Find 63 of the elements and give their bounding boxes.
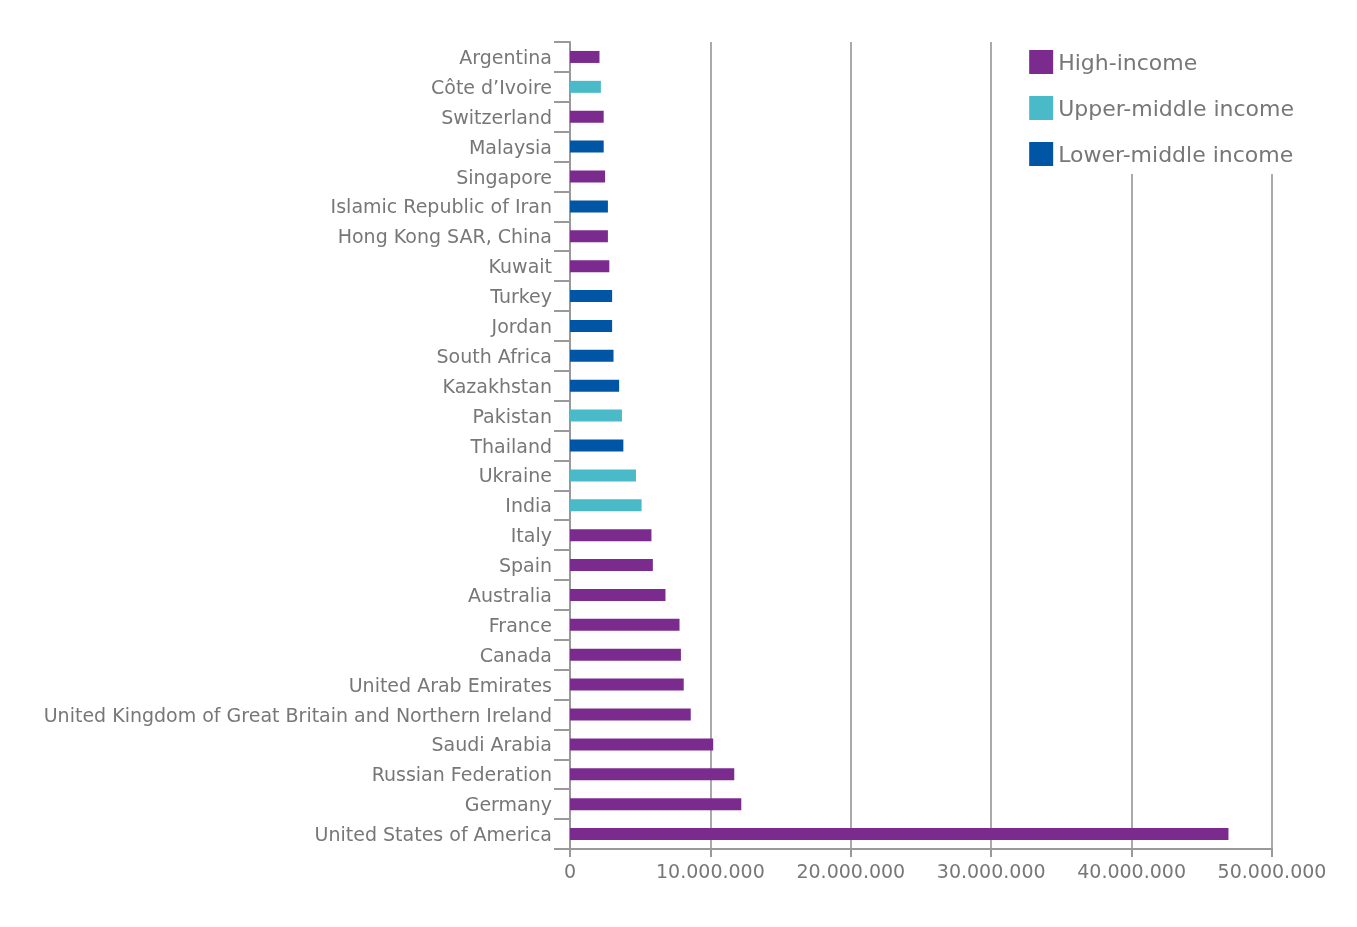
y-tick-label: Italy	[510, 524, 552, 547]
bar	[570, 200, 608, 213]
bar	[570, 678, 684, 691]
y-tick-label: Australia	[467, 583, 552, 606]
bar	[570, 828, 1229, 841]
bar	[570, 290, 613, 303]
y-tick-label: Thailand	[469, 434, 552, 457]
bar	[570, 618, 680, 631]
bar	[570, 499, 642, 512]
y-tick-label: Canada	[479, 643, 552, 666]
y-tick-label: Russian Federation	[371, 763, 552, 786]
x-tick-label: 30.000.000	[936, 859, 1046, 882]
legend-label: Upper-middle income	[1058, 95, 1295, 121]
y-tick-label: Hong Kong SAR, China	[337, 225, 552, 248]
y-tick-label: Turkey	[489, 285, 552, 308]
y-tick-label: Côte d’Ivoire	[430, 75, 552, 98]
bar	[570, 110, 604, 123]
y-tick-label: United States of America	[314, 823, 552, 846]
bar	[570, 379, 620, 392]
bar	[570, 529, 652, 542]
x-tick-label: 40.000.000	[1077, 859, 1186, 882]
y-tick-label: Germany	[464, 793, 552, 816]
x-tick-label: 10.000.000	[656, 859, 765, 882]
bar	[570, 170, 606, 183]
bar	[570, 409, 622, 422]
y-tick-label: United Arab Emirates	[348, 673, 552, 696]
y-tick-label: Jordan	[490, 314, 552, 337]
legend-label: High-income	[1058, 49, 1198, 75]
bar	[570, 230, 608, 243]
y-tick-label: Ukraine	[478, 464, 552, 487]
bar	[570, 349, 614, 362]
x-tick-label: 20.000.000	[796, 859, 906, 882]
y-tick-label: Switzerland	[441, 105, 552, 128]
y-tick-label: France	[488, 613, 552, 636]
legend-label: Lower-middle income	[1058, 141, 1294, 167]
x-tick-label: 50.000.000	[1217, 859, 1327, 882]
bar	[570, 559, 653, 572]
bar	[570, 588, 666, 601]
y-tick-label: Saudi Arabia	[431, 733, 552, 756]
bar	[570, 319, 613, 332]
bar	[570, 648, 681, 661]
bar	[570, 140, 604, 153]
y-tick-label: United Kingdom of Great Britain and Northern Ireland	[43, 703, 552, 726]
x-tick-label: 0	[563, 859, 577, 882]
y-tick-label: Kuwait	[488, 255, 552, 278]
bar	[570, 80, 601, 93]
y-tick-label: Kazakhstan	[442, 374, 552, 397]
y-tick-label: Islamic Republic of Iran	[330, 195, 552, 218]
bar	[570, 439, 624, 452]
bar	[570, 469, 636, 482]
bar	[570, 708, 691, 721]
y-tick-label: South Africa	[436, 344, 552, 367]
bar	[570, 798, 742, 811]
bar	[570, 738, 714, 751]
y-tick-label: Pakistan	[472, 404, 552, 427]
y-tick-label: Malaysia	[468, 135, 552, 158]
y-tick-label: Singapore	[456, 165, 552, 188]
bar	[570, 50, 600, 63]
y-tick-label: Argentina	[459, 45, 552, 68]
y-tick-label: India	[505, 494, 552, 517]
bar	[570, 260, 610, 273]
bar	[570, 768, 735, 781]
y-tick-label: Spain	[498, 554, 552, 577]
